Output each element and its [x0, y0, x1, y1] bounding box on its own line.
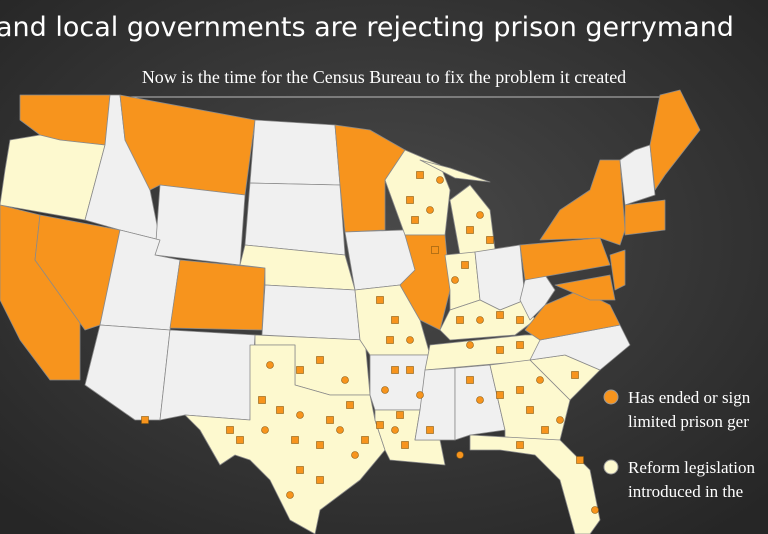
local-dot [276, 406, 284, 414]
local-dot [496, 311, 504, 319]
local-dot [336, 426, 344, 434]
local-dot [351, 451, 359, 459]
local-dot [296, 466, 304, 474]
local-dot [526, 406, 534, 414]
state [649, 89, 701, 191]
local-dot [291, 436, 299, 444]
local-dot [536, 376, 544, 384]
local-dot [386, 336, 394, 344]
local-dot [516, 316, 524, 324]
state [609, 249, 626, 291]
local-dot [326, 416, 334, 424]
local-dot [466, 376, 474, 384]
state [34, 214, 121, 331]
state [474, 244, 526, 311]
local-dot [391, 366, 399, 374]
local-dot [141, 416, 149, 424]
local-dot [576, 456, 584, 464]
local-dot [411, 216, 419, 224]
state [444, 251, 481, 311]
subtitle: Now is the time for the Census Bureau to… [142, 67, 626, 87]
local-dot [466, 341, 474, 349]
state [399, 234, 451, 331]
local-dot [258, 396, 266, 404]
legend-swatch [603, 459, 619, 475]
local-dot [476, 316, 484, 324]
state [244, 182, 346, 256]
local-dot [496, 346, 504, 354]
local-dot [416, 171, 424, 179]
local-dot [461, 261, 469, 269]
local-dot [286, 491, 294, 499]
legend-label: Reform legislation [628, 458, 756, 477]
local-dot [226, 426, 234, 434]
local-dot [456, 451, 464, 459]
local-dot [426, 206, 434, 214]
legend-label: limited prison ger [628, 412, 749, 431]
local-dot [401, 441, 409, 449]
local-dot [316, 356, 324, 364]
local-dot [391, 426, 399, 434]
local-dot [361, 436, 369, 444]
state [184, 344, 386, 534]
local-dot [571, 371, 579, 379]
legend-label: Has ended or sign [628, 388, 751, 407]
local-dot [476, 396, 484, 404]
local-dot [341, 376, 349, 384]
local-dot [236, 436, 244, 444]
local-dot [346, 401, 354, 409]
local-dot [486, 236, 494, 244]
local-dot [516, 341, 524, 349]
local-dot [416, 391, 424, 399]
local-dot [476, 211, 484, 219]
local-dot [516, 441, 524, 449]
state [624, 199, 666, 236]
state [249, 119, 341, 186]
local-dot [406, 196, 414, 204]
local-dot [381, 386, 389, 394]
local-dot [266, 361, 274, 369]
local-dot [406, 336, 414, 344]
local-dot [451, 276, 459, 284]
local-dot [376, 421, 384, 429]
local-dot [316, 441, 324, 449]
local-dot [261, 426, 269, 434]
legend: Has ended or sign limited prison ger Refor… [603, 388, 756, 501]
local-dot [436, 176, 444, 184]
us-map [0, 89, 701, 534]
local-dot [296, 411, 304, 419]
legend-label: introduced in the [628, 482, 743, 501]
state [449, 184, 496, 256]
local-dot [496, 391, 504, 399]
local-dot [426, 426, 434, 434]
local-dot [541, 426, 549, 434]
local-dot [296, 366, 304, 374]
local-dot [391, 316, 399, 324]
local-dot [406, 366, 414, 374]
legend-swatch [603, 389, 619, 405]
state [519, 237, 611, 281]
state [334, 124, 406, 233]
state [261, 284, 361, 341]
state [554, 274, 616, 301]
state [159, 329, 256, 421]
local-dot [591, 506, 599, 514]
local-dot [376, 296, 384, 304]
state [169, 259, 266, 331]
local-dot [431, 246, 439, 254]
local-dot [466, 226, 474, 234]
local-dot [456, 316, 464, 324]
local-dot [396, 411, 404, 419]
state [419, 159, 491, 183]
title: and local governments are rejecting pris… [0, 12, 734, 43]
state [154, 184, 246, 266]
local-dots [141, 171, 599, 514]
local-dot [316, 476, 324, 484]
local-dot [516, 386, 524, 394]
local-dot [556, 416, 564, 424]
